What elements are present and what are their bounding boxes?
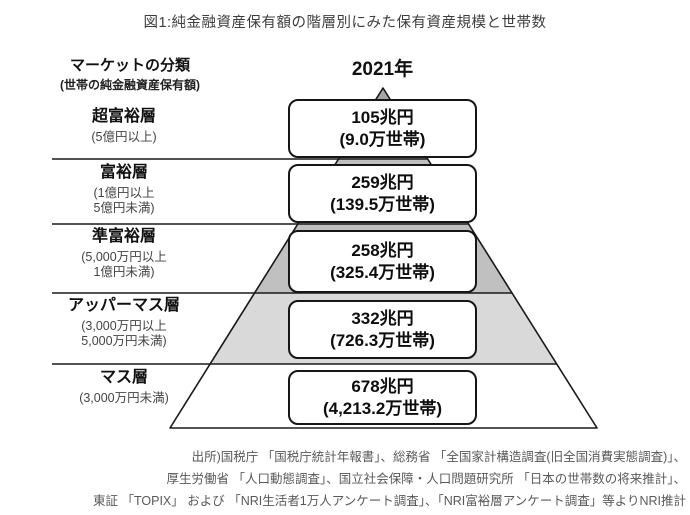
household-count: (139.5万世帯) xyxy=(330,194,435,214)
tier-label-jun-fuyuso: 準富裕層 (5,000万円以上 1億円未満) xyxy=(30,228,218,280)
asset-amount: 259兆円 xyxy=(351,172,414,192)
household-count: (325.4万世帯) xyxy=(330,262,435,282)
tier-name: アッパーマス層 xyxy=(67,297,180,314)
market-classification-label: マーケットの分類 xyxy=(69,57,190,74)
figure-title: 図1:純金融資産保有額の階層別にみた保有資産規模と世帯数 xyxy=(143,15,547,31)
asset-amount: 105兆円 xyxy=(351,107,414,127)
market-classification-header: マーケットの分類 (世帯の純金融資産保有額) xyxy=(30,57,230,93)
tier-range: (1億円以上 5億円未満) xyxy=(30,186,218,217)
tier-range-line1: (5億円以上) xyxy=(91,129,157,144)
household-count: (4,213.2万世帯) xyxy=(322,398,443,418)
asset-amount: 332兆円 xyxy=(351,308,414,328)
pyramid-tip xyxy=(376,88,390,99)
tier-range-line1: (1億円以上 xyxy=(93,185,155,200)
value-box-mass: 678兆円 (4,213.2万世帯) xyxy=(288,370,477,425)
tier-name: マス層 xyxy=(99,369,148,386)
year-label: 2021年 xyxy=(351,59,414,80)
source-line-2: 厚生労働省 「人口動態調査」、国立社会保障・人口問題研究所 「日本の世帯数の将来… xyxy=(166,472,686,486)
tier-range: (5,000万円以上 1億円未満) xyxy=(30,250,218,281)
tier-range-line2: 5億円未満) xyxy=(93,201,155,216)
tier-range: (3,000万円以上 5,000万円未満) xyxy=(30,319,218,350)
tier-label-mass: マス層 (3,000万円未満) xyxy=(30,369,218,406)
tier-name: 富裕層 xyxy=(99,164,148,181)
tier-range-line2: 1億円未満) xyxy=(93,265,155,280)
source-note: 出所)国税庁 「国税庁統計年報書」、総務省 「全国家計構造調査(旧全国消費実態調… xyxy=(2,446,686,512)
asset-amount: 258兆円 xyxy=(351,240,414,260)
value-box-jun-fuyuso: 258兆円 (325.4万世帯) xyxy=(288,230,477,293)
tier-label-cho-fuyuso: 超富裕層 (5億円以上) xyxy=(30,108,218,145)
tier-range-line1: (3,000万円未満) xyxy=(79,390,169,405)
value-box-cho-fuyuso: 105兆円 (9.0万世帯) xyxy=(288,99,477,158)
asset-amount: 678兆円 xyxy=(351,376,414,396)
tier-range-line1: (3,000万円以上 xyxy=(81,318,167,333)
tier-range-line2: 5,000万円未満) xyxy=(81,334,167,349)
tier-range: (3,000万円未満) xyxy=(30,391,218,406)
value-box-fuyuso: 259兆円 (139.5万世帯) xyxy=(288,164,477,223)
source-line-3: 東証 「TOPIX」 および 「NRI生活者1万人アンケート調査」、「NRI富裕… xyxy=(93,494,686,508)
value-box-upper-mass: 332兆円 (726.3万世帯) xyxy=(288,300,477,359)
tier-name: 準富裕層 xyxy=(91,228,156,245)
household-count: (9.0万世帯) xyxy=(339,129,426,149)
source-line-1: 出所)国税庁 「国税庁統計年報書」、総務省 「全国家計構造調査(旧全国消費実態調… xyxy=(191,450,686,464)
tier-range-line1: (5,000万円以上 xyxy=(81,249,167,264)
tier-label-upper-mass: アッパーマス層 (3,000万円以上 5,000万円未満) xyxy=(30,297,218,349)
market-classification-sublabel: (世帯の純金融資産保有額) xyxy=(60,77,200,92)
pyramid-outline xyxy=(169,87,598,429)
tier-range: (5億円以上) xyxy=(30,130,218,145)
tier-label-fuyuso: 富裕層 (1億円以上 5億円未満) xyxy=(30,164,218,216)
household-count: (726.3万世帯) xyxy=(330,330,435,350)
tier-name: 超富裕層 xyxy=(91,108,156,125)
